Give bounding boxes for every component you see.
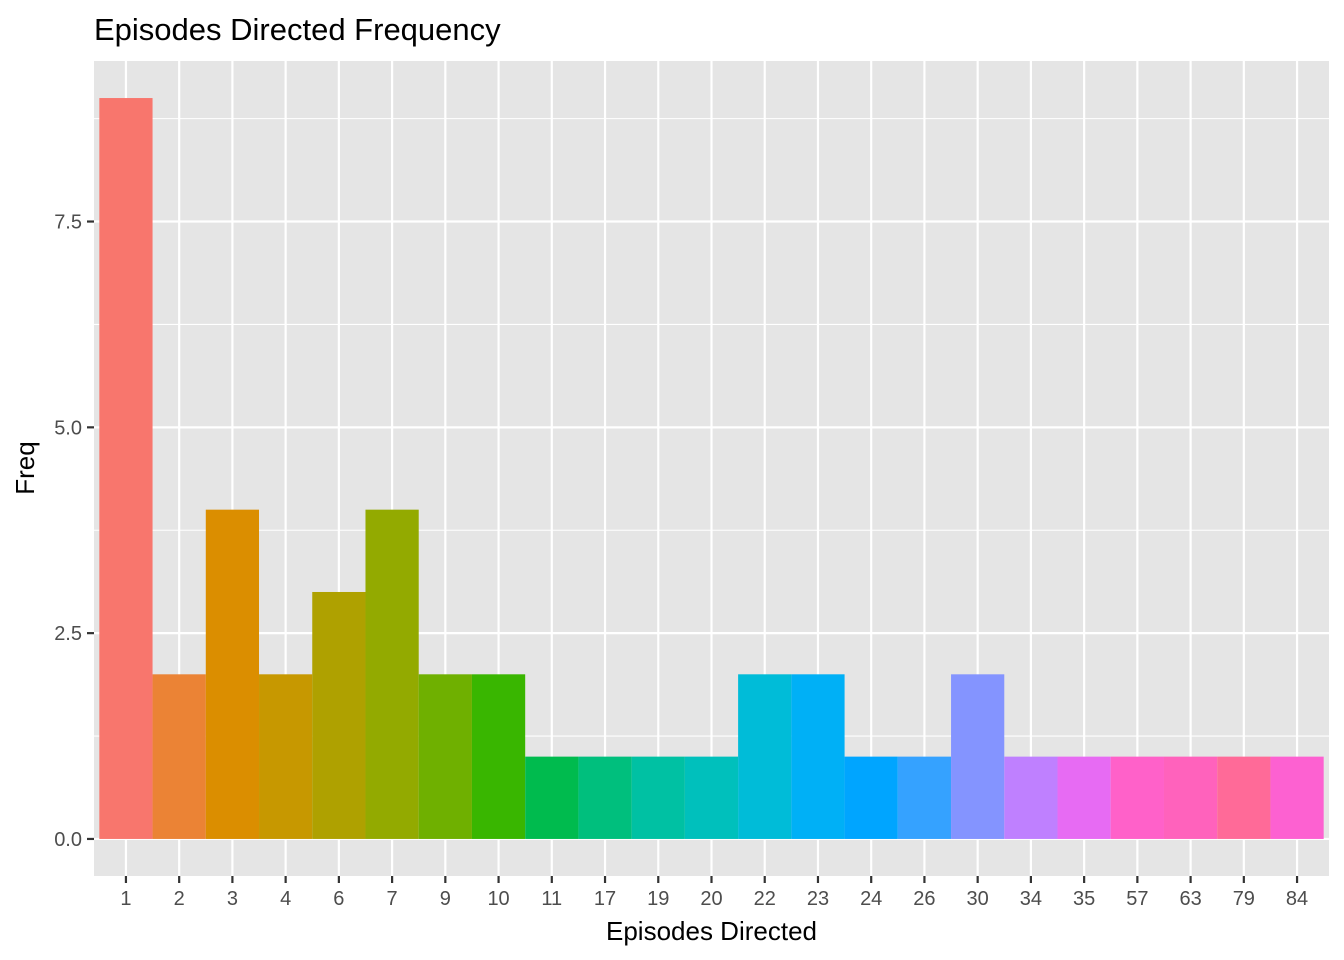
bar-11 [525,756,579,839]
bar-22 [738,674,792,839]
x-tick-label: 2 [174,888,185,910]
bar-4 [259,674,313,839]
bar-7 [365,509,419,839]
x-tick-label: 34 [1020,888,1042,910]
x-tick-label: 24 [860,888,882,910]
x-tick-label: 19 [647,888,669,910]
x-tick-label: 20 [700,888,722,910]
x-tick-label: 1 [120,888,131,910]
bar-84 [1270,756,1324,839]
bar-1 [99,98,153,839]
y-tick-label: 0.0 [54,829,82,851]
bar-19 [631,756,685,839]
bar-79 [1217,756,1271,839]
bar-30 [951,674,1005,839]
x-tick-label: 10 [487,888,509,910]
bar-34 [1004,756,1058,839]
x-tick-label: 4 [280,888,291,910]
x-tick-label: 23 [807,888,829,910]
bar-23 [791,674,845,839]
x-tick-label: 26 [913,888,935,910]
y-axis-title: Freq [10,441,40,494]
chart-title: Episodes Directed Frequency [94,12,501,47]
x-axis-title: Episodes Directed [606,916,817,946]
x-tick-label: 84 [1286,888,1308,910]
x-tick-label: 9 [440,888,451,910]
y-tick-label: 5.0 [54,417,82,439]
x-tick-label: 17 [594,888,616,910]
x-tick-label: 11 [541,888,562,910]
axes: 0.02.55.07.51 2 3 4 6 7 9 10 11 17 19 20 22 23 24 26 30 3… [54,212,1308,910]
bar-2 [152,674,206,839]
x-tick-label: 79 [1233,888,1255,910]
x-tick-label: 6 [333,888,344,910]
bar-26 [897,756,952,839]
bar-57 [1110,756,1164,839]
bar-6 [312,591,366,839]
bar-9 [418,674,472,839]
bar-10 [471,674,526,839]
x-tick-label: 3 [227,888,238,910]
bar-35 [1057,756,1111,839]
bar-20 [684,756,739,839]
y-tick-label: 7.5 [54,212,82,234]
x-tick-label: 7 [387,888,398,910]
x-tick-label: 35 [1073,888,1095,910]
bars [99,98,1324,839]
bar-24 [844,756,898,839]
bar-63 [1163,756,1218,839]
x-tick-label: 57 [1126,888,1148,910]
y-tick-label: 2.5 [54,623,82,645]
x-tick-label: 30 [967,888,989,910]
bar-3 [205,509,260,839]
x-tick-label: 22 [754,888,776,910]
bar-17 [578,756,632,839]
x-tick-label: 63 [1179,888,1201,910]
